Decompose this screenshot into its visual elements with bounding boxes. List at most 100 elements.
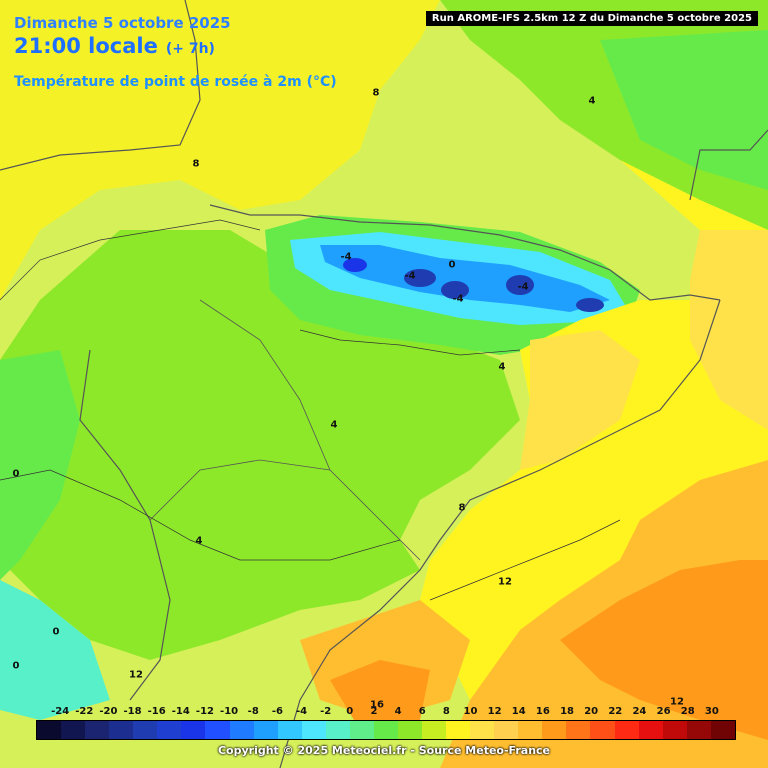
contour-label: 12	[670, 696, 684, 708]
legend-swatch	[446, 721, 471, 739]
legend-swatch	[61, 721, 86, 739]
date-title: Dimanche 5 octobre 2025	[14, 14, 231, 32]
legend-tick-label: -22	[75, 706, 94, 717]
field-pyrenees-core-5	[343, 258, 367, 272]
legend-swatch	[686, 721, 711, 739]
legend-tick-label: -14	[171, 706, 190, 717]
legend-swatch	[710, 721, 735, 739]
legend-swatch	[85, 721, 110, 739]
legend-swatch	[494, 721, 519, 739]
contour-label: 0	[52, 626, 60, 638]
legend-colorbar	[36, 720, 736, 740]
legend-tick-label: -6	[271, 706, 283, 717]
legend-tick-label: 8	[442, 706, 450, 717]
legend-tick-label: 24	[632, 706, 647, 717]
contour-label: 0	[12, 660, 20, 672]
legend-swatch	[397, 721, 422, 739]
contour-label: 0	[448, 259, 456, 271]
legend-tick-label: 18	[560, 706, 574, 717]
border-regions	[149, 299, 421, 561]
border-mediterranean-coast	[279, 299, 721, 768]
contour-label: 12	[498, 576, 512, 588]
legend-ticks: -24 -22 -20 -18 -16 -14 -12 -10 -8 -6 -4 -2 0 2 4 6 8 10 1…	[36, 706, 736, 718]
isoline-0	[299, 329, 521, 356]
copyright-text: Copyright © 2025 Meteociel.fr - Source M…	[217, 744, 551, 757]
legend-swatch	[109, 721, 134, 739]
legend-tick-label: 20	[584, 706, 599, 717]
border-east	[689, 129, 768, 201]
legend-swatch	[181, 721, 206, 739]
legend-swatch	[422, 721, 447, 739]
legend-tick-label: 30	[704, 706, 719, 717]
field-green-west	[0, 350, 80, 580]
field-yellowpale-east	[690, 230, 768, 430]
legend-swatch	[662, 721, 687, 739]
legend-swatch	[301, 721, 326, 739]
contour-label: 8	[372, 87, 380, 99]
legend-swatch	[470, 721, 495, 739]
legend-tick-label: -2	[320, 706, 332, 717]
legend-swatch	[133, 721, 158, 739]
legend-tick-label: 16	[535, 706, 550, 717]
legend-tick-label: 26	[656, 706, 671, 717]
contour-label: 4	[588, 95, 596, 107]
legend-swatch	[590, 721, 615, 739]
time-block: 21:00 locale (+ 7h)	[14, 34, 215, 58]
field-pyrenees-core-4	[576, 298, 604, 312]
legend-tick-label: -20	[99, 706, 118, 717]
contour-label: 4	[330, 419, 338, 431]
legend-swatch	[349, 721, 374, 739]
contour-label: -4	[517, 281, 529, 293]
legend-tick-label: -8	[247, 706, 259, 717]
time-offset: (+ 7h)	[165, 41, 215, 57]
legend-tick-label: -12	[195, 706, 214, 717]
field-orange-coast	[330, 660, 430, 730]
parameter-title: Température de point de rosée à 2m (°C)	[14, 74, 337, 90]
legend-tick-label: -18	[123, 706, 142, 717]
legend-swatch	[205, 721, 230, 739]
contour-label: 4	[498, 361, 506, 373]
contour-label: -4	[452, 293, 464, 305]
legend-tick-label: 0	[346, 706, 354, 717]
legend-tick-label: 10	[463, 706, 478, 717]
field-pyrenees-core-1	[404, 269, 436, 287]
time-label: 21:00 locale	[14, 34, 158, 58]
contour-label: -4	[340, 251, 352, 263]
legend-swatch	[229, 721, 254, 739]
legend-swatch	[157, 721, 182, 739]
legend-tick-label: 12	[487, 706, 502, 717]
legend-tick-label: -4	[295, 706, 308, 717]
contour-label: 0	[12, 468, 20, 480]
legend-swatch	[566, 721, 591, 739]
isoline-4	[0, 469, 401, 561]
field-teal-southwest	[0, 580, 110, 720]
legend-tick-label: 28	[680, 706, 695, 717]
legend-swatch	[373, 721, 398, 739]
legend-tick-label: -10	[220, 706, 239, 717]
legend-swatch	[542, 721, 567, 739]
field-pyrenees-core-2	[441, 281, 469, 299]
legend-tick-label: -24	[51, 706, 70, 717]
legend-tick-label: 14	[511, 706, 526, 717]
legend-swatch	[518, 721, 543, 739]
legend-tick-label: 2	[370, 706, 378, 717]
contour-label: 12	[129, 669, 143, 681]
legend-swatch	[614, 721, 639, 739]
isoline-8	[0, 219, 261, 301]
legend-swatch	[37, 721, 62, 739]
field-yellowpale-lowland	[520, 330, 640, 470]
isoline-12	[429, 519, 621, 601]
field-pyrenees-core-3	[506, 275, 534, 295]
border-france-spain	[209, 204, 721, 301]
legend-swatch	[277, 721, 302, 739]
legend-swatch	[638, 721, 663, 739]
field-pyrenees-blue	[320, 245, 610, 312]
legend-tick-label: 4	[394, 706, 402, 717]
field-yellow-north	[0, 0, 440, 300]
legend-swatch	[253, 721, 278, 739]
legend-tick-label: -16	[147, 706, 166, 717]
contour-label: 8	[192, 158, 200, 170]
legend-tick-label: 6	[418, 706, 426, 717]
field-orange-deep	[560, 560, 768, 740]
